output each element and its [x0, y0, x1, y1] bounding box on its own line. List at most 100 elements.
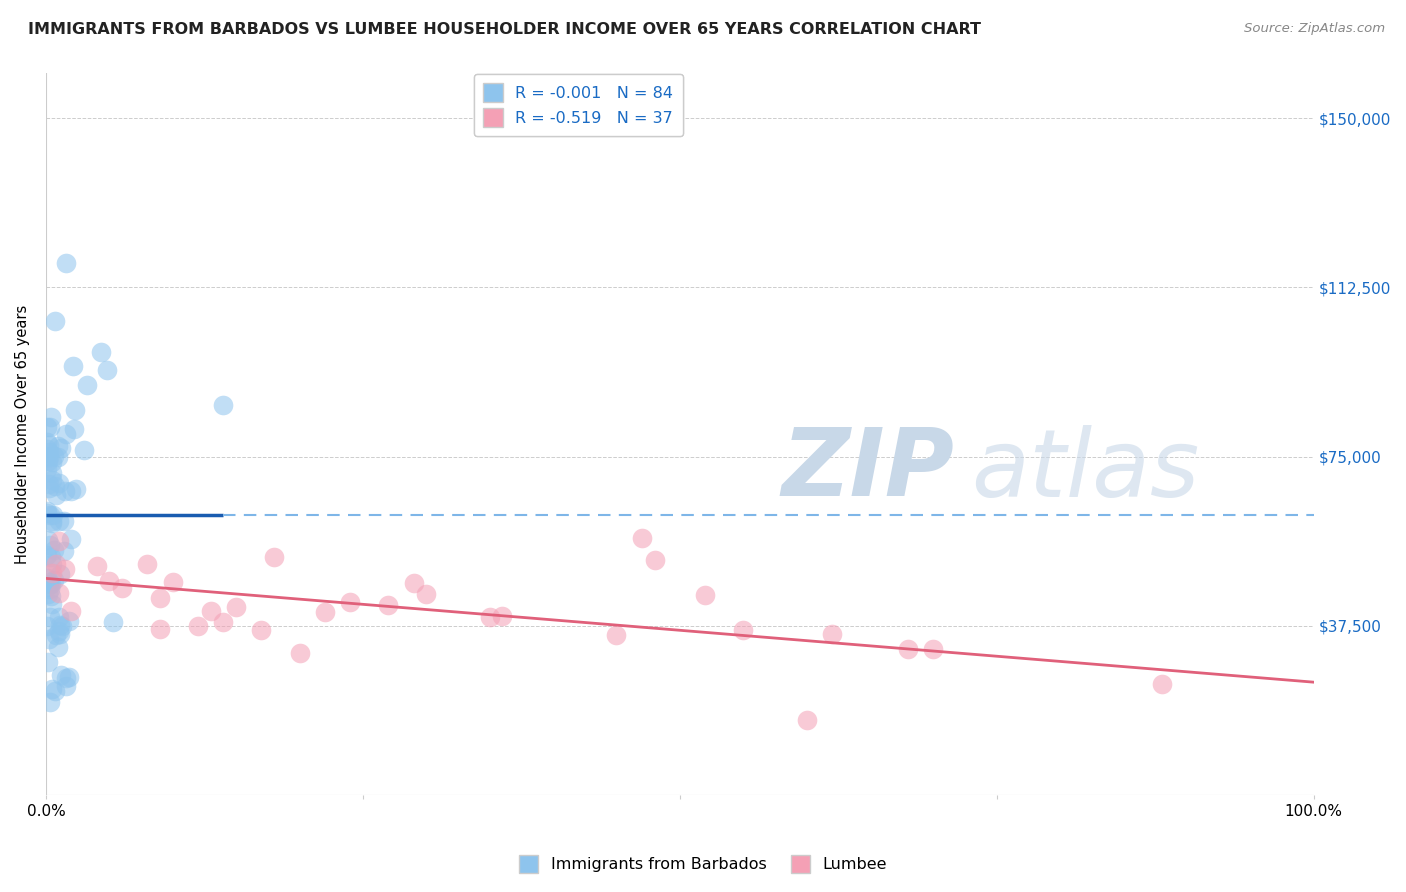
Point [41, 516, 63, 530]
Point [212, 615, 235, 630]
Point [605, 627, 627, 641]
Point [52, 544, 75, 558]
Point [162, 575, 184, 590]
Text: IMMIGRANTS FROM BARBADOS VS LUMBEE HOUSEHOLDER INCOME OVER 65 YEARS CORRELATION : IMMIGRANTS FROM BARBADOS VS LUMBEE HOUSE… [28, 22, 981, 37]
Point [38, 574, 60, 589]
Point [53, 484, 76, 499]
Point [796, 713, 818, 727]
Point [53, 562, 76, 576]
Point [37, 587, 59, 601]
Point [250, 624, 273, 638]
Point [48, 534, 70, 549]
Text: ZIP: ZIP [782, 424, 955, 516]
Point [478, 609, 501, 624]
Point [37, 548, 59, 562]
Point [37, 462, 59, 476]
Point [149, 622, 172, 636]
Point [38, 632, 60, 646]
Point [42, 543, 65, 558]
Point [63, 422, 86, 436]
Point [98, 574, 121, 588]
Point [42, 508, 65, 523]
Point [41, 681, 63, 696]
Point [39, 589, 62, 603]
Point [44, 314, 66, 328]
Point [821, 626, 844, 640]
Point [48, 609, 70, 624]
Point [46, 450, 69, 464]
Point [38, 477, 60, 491]
Point [55, 679, 77, 693]
Point [38, 508, 60, 522]
Point [96, 363, 118, 377]
Point [55, 255, 77, 269]
Point [37, 580, 59, 594]
Point [263, 550, 285, 565]
Point [37, 434, 59, 449]
Point [58, 614, 80, 628]
Point [39, 577, 62, 591]
Point [39, 610, 62, 624]
Point [41, 514, 63, 528]
Point [48, 514, 70, 528]
Legend: R = -0.001   N = 84, R = -0.519   N = 37: R = -0.001 N = 84, R = -0.519 N = 37 [474, 74, 683, 136]
Point [377, 598, 399, 612]
Point [44, 684, 66, 698]
Point [41, 566, 63, 581]
Point [49, 566, 72, 581]
Point [49, 618, 72, 632]
Point [136, 557, 159, 571]
Point [37, 449, 59, 463]
Point [73, 443, 96, 458]
Point [644, 553, 666, 567]
Point [65, 403, 87, 417]
Point [212, 398, 235, 412]
Point [37, 572, 59, 586]
Point [38, 420, 60, 434]
Point [187, 619, 209, 633]
Point [46, 640, 69, 654]
Point [49, 627, 72, 641]
Point [38, 450, 60, 464]
Point [200, 604, 222, 618]
Point [48, 586, 70, 600]
Point [45, 627, 67, 641]
Point [39, 577, 62, 591]
Text: Source: ZipAtlas.com: Source: ZipAtlas.com [1244, 22, 1385, 36]
Point [37, 618, 59, 632]
Point [60, 533, 83, 547]
Point [53, 514, 76, 528]
Point [415, 587, 437, 601]
Point [55, 427, 77, 442]
Point [37, 420, 59, 434]
Point [695, 588, 717, 602]
Point [76, 378, 98, 392]
Point [630, 531, 652, 545]
Point [339, 595, 361, 609]
Point [55, 671, 77, 685]
Point [60, 604, 83, 618]
Point [41, 598, 63, 612]
Point [41, 466, 63, 480]
Point [45, 557, 67, 571]
Point [402, 576, 425, 591]
Legend: Immigrants from Barbados, Lumbee: Immigrants from Barbados, Lumbee [513, 848, 893, 880]
Point [39, 410, 62, 425]
Point [51, 619, 73, 633]
Point [44, 478, 66, 492]
Point [733, 623, 755, 637]
Point [37, 507, 59, 521]
Point [42, 449, 65, 463]
Point [60, 483, 83, 498]
Point [48, 476, 70, 491]
Point [37, 504, 59, 518]
Point [38, 582, 60, 597]
Point [65, 482, 87, 496]
Text: atlas: atlas [972, 425, 1199, 516]
Point [922, 641, 945, 656]
Point [314, 605, 336, 619]
Point [39, 550, 62, 565]
Point [49, 668, 72, 682]
Point [38, 445, 60, 459]
Point [41, 455, 63, 469]
